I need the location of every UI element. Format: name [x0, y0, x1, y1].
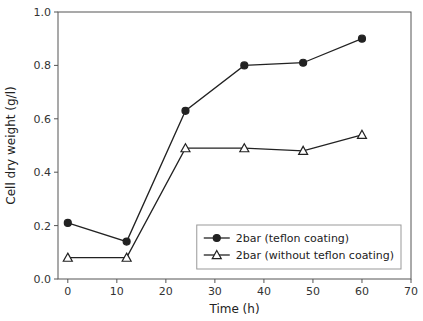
x-tick [263, 279, 264, 283]
data-point [358, 35, 365, 42]
y-tick-label: 0.4 [34, 166, 52, 179]
x-tick [116, 279, 117, 283]
data-point [181, 144, 190, 152]
legend-marker [213, 235, 220, 242]
data-point [64, 219, 71, 226]
data-point [241, 62, 248, 69]
data-point [122, 253, 131, 261]
x-tick [67, 279, 68, 283]
legend-box [197, 225, 401, 269]
x-tick-label: 30 [208, 285, 222, 298]
legend-marker [212, 251, 221, 259]
y-tick [54, 118, 58, 119]
x-tick-label: 10 [110, 285, 124, 298]
x-tick [361, 279, 362, 283]
x-tick-label: 0 [64, 285, 71, 298]
data-point [63, 253, 72, 261]
y-tick-label: 0.2 [34, 220, 52, 233]
y-tick-label: 0.6 [34, 113, 52, 126]
data-point [299, 146, 308, 154]
x-tick-label: 70 [404, 285, 418, 298]
y-tick [54, 172, 58, 173]
data-point [357, 130, 366, 138]
x-tick-label: 60 [355, 285, 369, 298]
x-tick [165, 279, 166, 283]
data-point [182, 107, 189, 114]
x-tick-label: 20 [159, 285, 173, 298]
x-tick [411, 279, 412, 283]
x-tick-label: 40 [257, 285, 271, 298]
y-tick [54, 65, 58, 66]
legend-label: 2bar (without teflon coating) [236, 249, 394, 262]
y-tick [54, 279, 58, 280]
chart: 0 10 20 30 40 50 60 70 0.0 0.2 0.4 0.6 0.8 1.0 Time (h… [0, 0, 423, 321]
x-tick [214, 279, 215, 283]
legend-label: 2bar (teflon coating) [236, 232, 349, 245]
data-point [300, 59, 307, 66]
y-tick [54, 225, 58, 226]
x-tick-label: 50 [306, 285, 320, 298]
data-point [123, 238, 130, 245]
plot-frame [58, 12, 411, 279]
legend: 2bar (teflon coating) 2bar (without teflo… [197, 225, 401, 269]
data-point [240, 144, 249, 152]
y-tick-label: 1.0 [34, 6, 52, 19]
series-line [68, 135, 362, 258]
y-axis-label: Cell dry weight (g/l) [4, 86, 18, 204]
series-line [68, 39, 362, 242]
y-tick [54, 12, 58, 13]
x-tick [312, 279, 313, 283]
x-axis-label: Time (h) [208, 302, 259, 316]
y-tick-label: 0.0 [34, 273, 52, 286]
y-tick-label: 0.8 [34, 59, 52, 72]
